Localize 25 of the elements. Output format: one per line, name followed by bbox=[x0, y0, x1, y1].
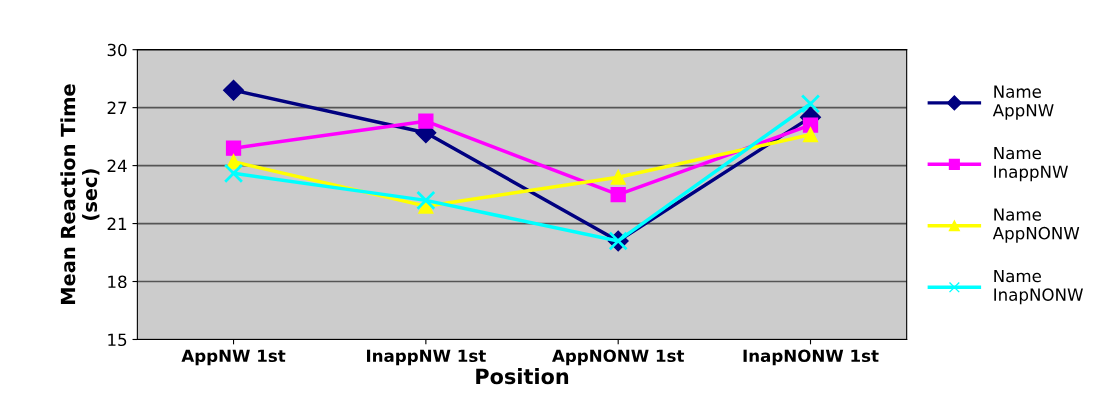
point bbox=[223, 79, 245, 101]
point bbox=[610, 169, 626, 185]
y-tick-label: 18 bbox=[108, 275, 127, 289]
point bbox=[800, 94, 821, 114]
y-tick-label: 24 bbox=[107, 159, 127, 172]
legend-label: Name InappNW bbox=[994, 146, 1068, 182]
y-tick-label: 27 bbox=[107, 101, 127, 114]
legend-label: Name InapNONW bbox=[994, 269, 1083, 305]
point bbox=[610, 186, 626, 203]
point bbox=[802, 127, 819, 143]
point bbox=[416, 190, 436, 211]
x-tick-label: InappNW 1st bbox=[367, 349, 486, 366]
x-axis-title: Position bbox=[476, 368, 569, 385]
y-tick-label: 15 bbox=[108, 333, 127, 347]
legend-label: Name AppNW bbox=[992, 85, 1054, 120]
point bbox=[225, 140, 242, 156]
y-tick-label: 21 bbox=[107, 217, 127, 230]
x-tick-label: InapNONW 1st bbox=[743, 349, 879, 366]
y-tick-label: 30 bbox=[107, 43, 127, 57]
legend-label: Name AppNONW bbox=[992, 208, 1080, 243]
x-tick-label: AppNONW 1st bbox=[552, 349, 685, 366]
point bbox=[418, 113, 434, 129]
y-axis-title: Mean Reaction Time (sec) bbox=[60, 84, 100, 304]
x-tick-label: AppNW 1st bbox=[181, 349, 286, 366]
point bbox=[223, 163, 244, 184]
